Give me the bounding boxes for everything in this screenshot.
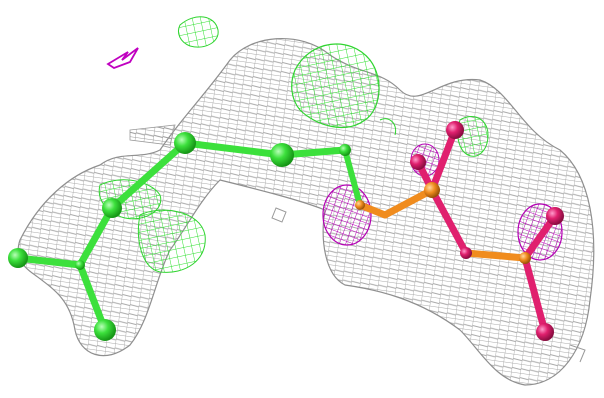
oxygen-atom <box>460 247 472 259</box>
carbon-atom <box>102 198 122 218</box>
phosphorus-atom <box>519 252 531 264</box>
carbon-atom <box>8 248 28 268</box>
phosphorus-atom <box>355 200 365 210</box>
oxygen-atom <box>546 207 564 225</box>
carbon-atom <box>94 319 116 341</box>
carbon-atom <box>174 132 196 154</box>
atoms <box>8 121 564 341</box>
green-difference-mesh <box>98 16 489 273</box>
oxygen-atom <box>536 323 554 341</box>
oxygen-atom <box>410 154 426 170</box>
carbon-atom <box>75 260 85 270</box>
oxygen-atom <box>446 121 464 139</box>
small-magenta-fragment <box>106 47 139 70</box>
phosphorus-atom <box>424 182 440 198</box>
carbon-atom <box>270 143 294 167</box>
carbon-atom <box>339 144 351 156</box>
